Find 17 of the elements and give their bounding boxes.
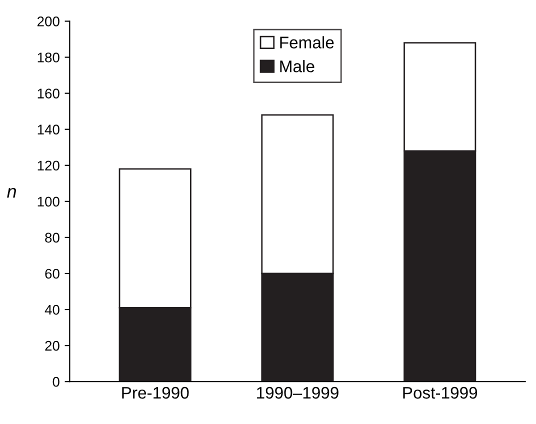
y-tick-label: 60: [45, 268, 60, 279]
y-tick-label: 200: [37, 16, 60, 26]
y-tick-label: 160: [38, 88, 60, 98]
legend-label: Female: [280, 36, 334, 48]
y-axis-title: n: [7, 188, 16, 198]
y-tick-label: 20: [45, 340, 60, 351]
y-tick-label: 140: [38, 124, 60, 134]
x-tick-label: Post-1999: [403, 386, 478, 399]
y-tick-label: 40: [44, 304, 60, 315]
y-tick-label: 80: [45, 232, 60, 243]
y-tick-label: 120: [38, 160, 60, 171]
y-tick-label: 180: [38, 52, 60, 62]
x-tick-label: Pre-1990: [122, 386, 189, 399]
y-tick-label: 100: [38, 196, 60, 207]
y-tick-label: 0: [52, 376, 60, 387]
x-tick-label: 1990–1999: [257, 386, 338, 399]
legend-label: Male: [280, 60, 314, 72]
